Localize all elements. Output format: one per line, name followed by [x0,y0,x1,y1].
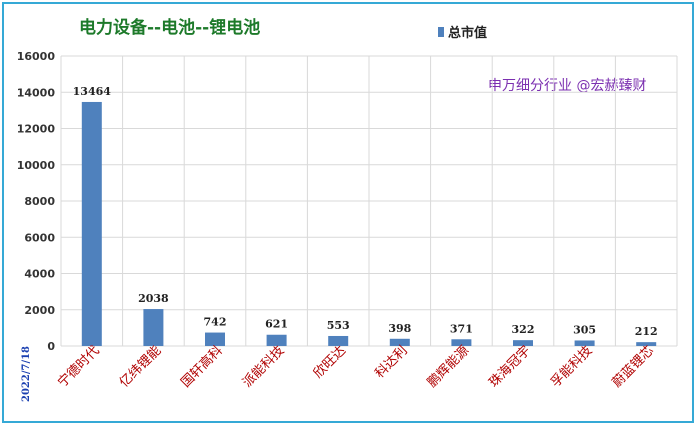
grid [60,55,678,347]
chart-title: 电力设备--电池--锂电池 [79,17,260,38]
x-axis-labels: 宁德时代 亿纬锂能 国轩高科 派能科技 欣旺达 科达利 鹏辉能源 珠海冠宇 孚能科技 蔚蓝锂芯 [55,343,657,391]
bar [574,340,595,346]
legend-swatch [438,27,444,37]
x-tick-label: 珠海冠宇 [486,343,533,390]
date-label: 2022/7/18 [21,346,32,402]
y-tick-label: 2000 [24,304,55,317]
bar [266,334,287,346]
y-tick-label: 12000 [17,123,56,136]
y-tick-label: 6000 [24,231,55,244]
legend: 总市值 [438,25,487,41]
data-label: 371 [450,322,473,335]
x-tick-label: 宁德时代 [55,343,103,391]
data-label: 322 [512,323,535,336]
data-label: 621 [265,318,288,331]
data-label: 13464 [73,85,112,98]
chart-frame [2,2,694,423]
x-tick-label: 科达利 [372,343,410,381]
bar [81,101,102,346]
bar [205,332,225,346]
watermark-text: 申万细分行业 @宏赫臻财 [488,78,646,94]
x-tick-label: 国轩高科 [178,343,226,391]
y-tick-label: 4000 [24,268,55,281]
y-tick-label: 14000 [17,86,56,99]
x-tick-label: 亿纬锂能 [117,343,164,390]
x-tick-label: 派能科技 [240,343,287,390]
y-tick-label: 16000 [17,50,56,63]
y-tick-label: 10000 [17,159,56,172]
bar [328,335,349,346]
data-label: 305 [573,323,596,336]
legend-label: 总市值 [448,25,487,41]
data-labels: 13464 2038 742 621 553 398 371 322 305 212 [73,85,658,338]
bar [389,338,410,346]
y-tick-label: 0 [47,340,55,353]
y-tick-label: 8000 [24,195,55,208]
x-tick-label: 孚能科技 [548,343,595,390]
y-axis-labels: 0 2000 4000 6000 8000 10000 12000 14000 16000 [17,50,56,353]
data-label: 553 [327,319,350,332]
data-label: 398 [388,322,411,335]
bar [636,342,657,346]
bars [81,101,657,346]
x-tick-label: 欣旺达 [311,343,349,381]
data-label: 742 [204,316,227,329]
data-label: 2038 [138,292,169,305]
bar [451,339,472,346]
data-label: 212 [635,325,658,338]
x-tick-label: 蔚蓝锂芯 [610,343,657,390]
x-tick-label: 鹏辉能源 [425,343,472,390]
bar [143,309,164,346]
bar [513,340,533,346]
